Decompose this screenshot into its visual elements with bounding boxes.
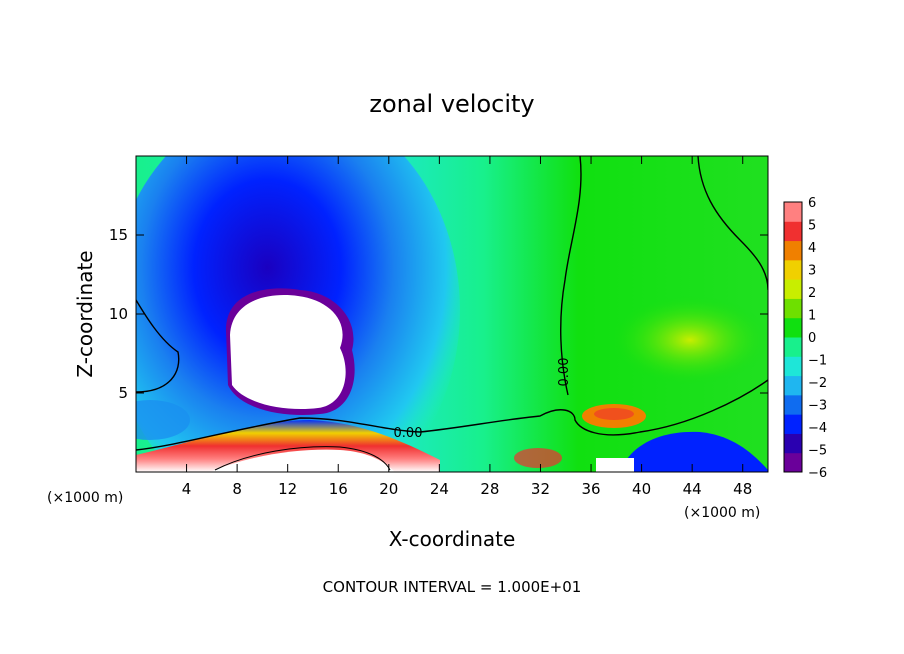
x-tick-label: 28: [480, 480, 499, 498]
colorbar-label: −5: [808, 444, 827, 459]
field-yellow-patch: [610, 295, 768, 385]
contour-inner: [214, 446, 391, 471]
contour-zero-surface: [136, 379, 768, 451]
colorbar-label: 5: [808, 219, 816, 234]
field-core: [230, 295, 346, 410]
y-tick-label: 5: [118, 384, 128, 402]
field-lower-right-white: [596, 458, 634, 472]
colorbar-label: −1: [808, 354, 827, 369]
colorbar-label: 3: [808, 264, 816, 279]
field-warm-core: [594, 408, 634, 420]
x-unit-left: (×1000 m): [47, 490, 123, 506]
x-unit-right: (×1000 m): [684, 505, 760, 521]
colorbar-label: 4: [808, 241, 816, 256]
contour-zero-vertical: [560, 156, 582, 396]
colorbar-swatch: [784, 452, 802, 473]
x-tick-label: 40: [632, 480, 651, 498]
colorbar-swatch: [784, 259, 802, 280]
y-tick-label: 15: [109, 226, 128, 244]
colorbar-swatch: [784, 433, 802, 454]
contour-label-vertical: 0.00: [557, 358, 572, 387]
colorbar-swatch: [784, 394, 802, 415]
colorbar-label: 6: [808, 196, 816, 211]
colorbar-frame: [783, 201, 803, 473]
contour-zero-left: [136, 299, 180, 393]
x-tick-label: 4: [182, 480, 192, 498]
contour-label: 0.00: [394, 426, 423, 441]
x-ticks: 4 8 12 16 20 24 28 32 36 40 44 48: [182, 156, 752, 498]
colorbar-swatch: [784, 317, 802, 338]
colorbar-swatch: [784, 375, 802, 396]
x-tick-label: 44: [683, 480, 702, 498]
colorbar: 6 5 4 3 2 1 0 −1 −2 −3 −4 −5 −6: [783, 196, 827, 481]
field-left-cyan: [136, 400, 190, 440]
colorbar-label: −4: [808, 421, 827, 436]
colorbar-swatch: [784, 240, 802, 261]
x-tick-label: 16: [329, 480, 348, 498]
field-red-spot: [514, 448, 562, 468]
x-tick-label: 24: [430, 480, 449, 498]
chart-title: zonal velocity: [369, 90, 534, 118]
y-ticks: 5 10 15: [109, 226, 768, 402]
colorbar-label: −3: [808, 399, 827, 414]
colorbar-label: −6: [808, 466, 827, 481]
x-tick-label: 48: [733, 480, 752, 498]
x-tick-label: 36: [581, 480, 600, 498]
colorbar-swatch: [784, 298, 802, 319]
colorbar-label: 0: [808, 331, 816, 346]
colorbar-label: 2: [808, 286, 816, 301]
field-lower-right-blue: [620, 431, 768, 472]
colorbar-swatch: [784, 356, 802, 377]
colorbar-label: −2: [808, 376, 827, 391]
y-tick-label: 10: [109, 305, 128, 323]
x-tick-label: 20: [379, 480, 398, 498]
x-tick-label: 32: [531, 480, 550, 498]
plot-area: [136, 156, 768, 472]
y-axis-label: Z-coordinate: [73, 250, 97, 377]
colorbar-swatch: [784, 221, 802, 242]
colorbar-swatch: [784, 202, 802, 222]
colorbar-label: 1: [808, 309, 816, 324]
contour-zero-right: [697, 156, 768, 291]
x-tick-label: 8: [232, 480, 242, 498]
field-surface-white: [210, 449, 395, 472]
contour-interval-footer: CONTOUR INTERVAL = 1.000E+01: [323, 578, 582, 596]
x-tick-label: 12: [278, 480, 297, 498]
colorbar-swatch: [784, 279, 802, 299]
x-axis-label: X-coordinate: [389, 527, 516, 551]
colorbar-swatch: [784, 337, 802, 357]
colorbar-swatch: [784, 414, 802, 434]
